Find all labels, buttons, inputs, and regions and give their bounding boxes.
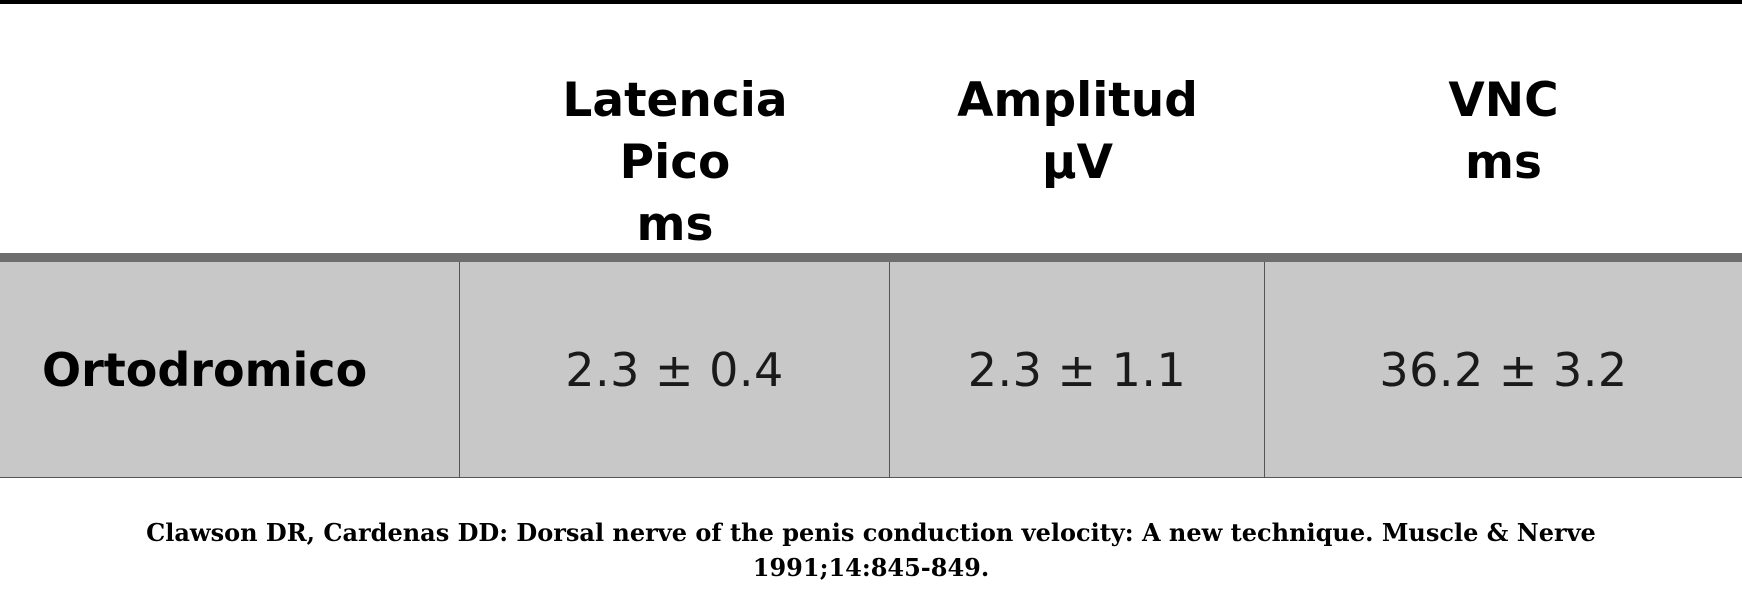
row-label-ortodromico: Ortodromico	[0, 262, 460, 477]
cell-amplitud-value: 2.3 ± 1.1	[890, 262, 1265, 477]
header-latencia-pico: Latencia Pico ms	[460, 70, 890, 256]
header-divider	[0, 253, 1742, 262]
top-rule	[0, 0, 1742, 4]
citation: Clawson DR, Cardenas DD: Dorsal nerve of…	[146, 518, 1596, 582]
cell-vnc-value: 36.2 ± 3.2	[1379, 342, 1628, 397]
header-line: µV	[1042, 135, 1113, 190]
cell-latencia-value: 2.3 ± 0.4	[460, 262, 890, 477]
header-vnc: VNC ms	[1265, 70, 1742, 194]
header-amplitud: Amplitud µV	[890, 70, 1265, 194]
header-line: Pico	[619, 135, 731, 190]
table-row: Ortodromico 2.3 ± 0.4 2.3 ± 1.1 36.2 ± 3…	[0, 262, 1742, 478]
header-line: ms	[1465, 135, 1542, 190]
header-line: Latencia	[562, 73, 788, 128]
header-line: ms	[636, 197, 714, 252]
table-header-row: Latencia Pico ms Amplitud µV VNC ms	[0, 4, 1742, 253]
header-line: VNC	[1448, 73, 1559, 128]
header-line: Amplitud	[957, 73, 1198, 128]
